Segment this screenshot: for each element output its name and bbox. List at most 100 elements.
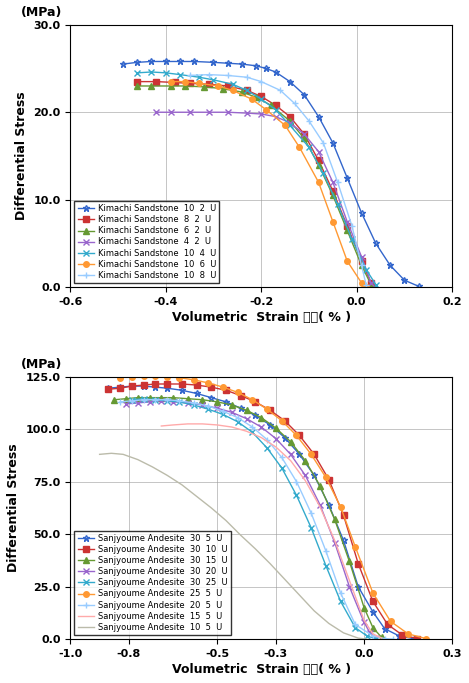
Sanjyoume Andesite  10  5  U bbox=[150, 463, 155, 471]
Kimachi Sandstone  6  2  U bbox=[330, 191, 336, 199]
Kimachi Sandstone  10  2  U bbox=[330, 139, 336, 147]
Sanjyoume Andesite  30  15  U bbox=[258, 413, 264, 421]
Sanjyoume Andesite  30  25  U bbox=[353, 624, 358, 632]
Sanjyoume Andesite  30  20  U bbox=[244, 415, 250, 423]
Sanjyoume Andesite  30  20  U bbox=[123, 400, 129, 408]
Kimachi Sandstone  10  6  U bbox=[344, 257, 350, 265]
Sanjyoume Andesite  30  25  U bbox=[205, 405, 211, 413]
Kimachi Sandstone  10  2  U bbox=[273, 68, 279, 76]
Sanjyoume Andesite  30  20  U bbox=[303, 471, 308, 479]
Kimachi Sandstone  8  2  U bbox=[359, 257, 364, 265]
Sanjyoume Andesite  30  25  U bbox=[220, 410, 226, 419]
Kimachi Sandstone  8  2  U bbox=[187, 79, 192, 87]
Text: (MPa): (MPa) bbox=[21, 6, 62, 20]
Kimachi Sandstone  10  2  U bbox=[225, 59, 231, 68]
Sanjyoume Andesite  30  15  U bbox=[200, 395, 205, 404]
Sanjyoume Andesite  30  10  U bbox=[141, 381, 146, 389]
Sanjyoume Andesite  30  20  U bbox=[159, 397, 164, 405]
Sanjyoume Andesite  30  5  U bbox=[208, 393, 214, 402]
Sanjyoume Andesite  30  5  U bbox=[194, 389, 199, 398]
Sanjyoume Andesite  30  10  U bbox=[326, 475, 332, 484]
Sanjyoume Andesite  20  5  U bbox=[141, 395, 146, 404]
Sanjyoume Andesite  30  25  U bbox=[250, 428, 255, 436]
Sanjyoume Andesite  30  15  U bbox=[273, 424, 279, 432]
Line: Kimachi Sandstone  10  2  U: Kimachi Sandstone 10 2 U bbox=[119, 58, 422, 290]
Kimachi Sandstone  10  8  U bbox=[349, 222, 355, 230]
Kimachi Sandstone  10  2  U bbox=[211, 58, 216, 66]
Sanjyoume Andesite  30  15  U bbox=[147, 393, 152, 402]
Sanjyoume Andesite  25  5  U bbox=[353, 543, 358, 551]
Sanjyoume Andesite  15  5  U bbox=[361, 616, 367, 624]
Sanjyoume Andesite  25  5  U bbox=[294, 432, 299, 440]
Kimachi Sandstone  10  2  U bbox=[120, 60, 126, 68]
Sanjyoume Andesite  30  10  U bbox=[164, 380, 170, 388]
Kimachi Sandstone  10  2  U bbox=[149, 57, 154, 66]
Sanjyoume Andesite  25  5  U bbox=[423, 635, 429, 643]
Y-axis label: Differential Stress: Differential Stress bbox=[15, 92, 28, 221]
Kimachi Sandstone  10  2  U bbox=[401, 276, 407, 284]
Sanjyoume Andesite  20  5  U bbox=[338, 589, 343, 597]
Kimachi Sandstone  4  2  U bbox=[302, 130, 307, 138]
Line: Sanjyoume Andesite  30  5  U: Sanjyoume Andesite 30 5 U bbox=[105, 382, 417, 642]
Sanjyoume Andesite  30  25  U bbox=[265, 444, 270, 452]
Sanjyoume Andesite  15  5  U bbox=[347, 576, 352, 585]
Kimachi Sandstone  10  2  U bbox=[239, 60, 245, 68]
X-axis label: Volumetric  Strain 　　( % ): Volumetric Strain ( % ) bbox=[172, 311, 351, 324]
Sanjyoume Andesite  30  10  U bbox=[267, 406, 273, 415]
Kimachi Sandstone  6  2  U bbox=[201, 83, 207, 91]
Sanjyoume Andesite  15  5  U bbox=[200, 420, 205, 428]
Kimachi Sandstone  10  2  U bbox=[373, 240, 378, 248]
Sanjyoume Andesite  20  5  U bbox=[191, 399, 197, 407]
Sanjyoume Andesite  30  5  U bbox=[296, 450, 302, 458]
Kimachi Sandstone  8  2  U bbox=[302, 130, 307, 138]
Kimachi Sandstone  10  6  U bbox=[168, 77, 174, 85]
Sanjyoume Andesite  20  5  U bbox=[323, 547, 329, 555]
Sanjyoume Andesite  30  5  U bbox=[356, 583, 361, 591]
Kimachi Sandstone  8  2  U bbox=[368, 279, 374, 287]
Kimachi Sandstone  10  4  U bbox=[163, 69, 168, 77]
Kimachi Sandstone  8  2  U bbox=[244, 86, 250, 94]
Kimachi Sandstone  6  2  U bbox=[302, 135, 307, 143]
Sanjyoume Andesite  30  25  U bbox=[191, 401, 197, 409]
Sanjyoume Andesite  15  5  U bbox=[229, 423, 234, 431]
Sanjyoume Andesite  30  10  U bbox=[356, 559, 361, 568]
Sanjyoume Andesite  30  5  U bbox=[396, 632, 402, 640]
Kimachi Sandstone  10  6  U bbox=[182, 77, 188, 85]
Sanjyoume Andesite  10  5  U bbox=[164, 471, 170, 479]
Kimachi Sandstone  10  8  U bbox=[206, 70, 212, 79]
Kimachi Sandstone  8  2  U bbox=[344, 222, 350, 230]
Sanjyoume Andesite  30  20  U bbox=[170, 398, 176, 406]
Kimachi Sandstone  10  4  U bbox=[335, 200, 340, 208]
Sanjyoume Andesite  30  25  U bbox=[309, 524, 314, 532]
Kimachi Sandstone  10  2  U bbox=[387, 262, 393, 270]
Kimachi Sandstone  10  4  U bbox=[273, 105, 279, 113]
Kimachi Sandstone  10  2  U bbox=[316, 113, 321, 121]
Sanjyoume Andesite  30  5  U bbox=[164, 384, 170, 392]
Sanjyoume Andesite  20  5  U bbox=[391, 635, 396, 643]
Kimachi Sandstone  4  2  U bbox=[258, 110, 264, 118]
Sanjyoume Andesite  25  5  U bbox=[279, 417, 285, 425]
Sanjyoume Andesite  25  5  U bbox=[370, 589, 376, 597]
Sanjyoume Andesite  10  5  U bbox=[252, 545, 258, 553]
Sanjyoume Andesite  20  5  U bbox=[152, 395, 158, 404]
Kimachi Sandstone  10  2  U bbox=[263, 64, 269, 72]
Kimachi Sandstone  4  2  U bbox=[244, 109, 250, 117]
Sanjyoume Andesite  30  10  U bbox=[282, 417, 287, 425]
Sanjyoume Andesite  30  15  U bbox=[170, 393, 176, 402]
Kimachi Sandstone  10  8  U bbox=[306, 117, 312, 125]
Sanjyoume Andesite  30  25  U bbox=[235, 418, 241, 426]
Kimachi Sandstone  10  2  U bbox=[254, 61, 259, 70]
Sanjyoume Andesite  25  5  U bbox=[220, 383, 226, 391]
Sanjyoume Andesite  25  5  U bbox=[141, 372, 146, 380]
Kimachi Sandstone  10  2  U bbox=[359, 209, 364, 217]
Sanjyoume Andesite  30  20  U bbox=[332, 538, 338, 546]
Line: Kimachi Sandstone  8  2  U: Kimachi Sandstone 8 2 U bbox=[134, 79, 374, 285]
Kimachi Sandstone  8  2  U bbox=[153, 77, 159, 85]
Sanjyoume Andesite  30  15  U bbox=[288, 438, 294, 446]
Kimachi Sandstone  4  2  U bbox=[206, 108, 212, 116]
Kimachi Sandstone  10  2  U bbox=[134, 58, 140, 66]
Sanjyoume Andesite  20  5  U bbox=[164, 395, 170, 404]
Sanjyoume Andesite  10  5  U bbox=[194, 492, 199, 501]
Sanjyoume Andesite  30  10  U bbox=[252, 398, 258, 406]
Sanjyoume Andesite  30  10  U bbox=[311, 450, 317, 458]
